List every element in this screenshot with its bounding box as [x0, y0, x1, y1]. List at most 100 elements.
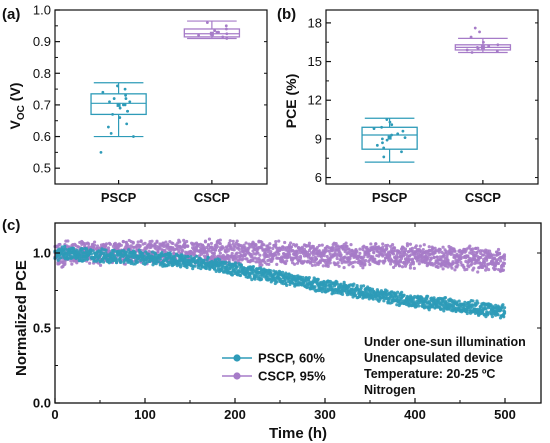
data-point	[388, 120, 392, 124]
data-point	[335, 256, 339, 261]
data-point	[251, 259, 255, 263]
data-point	[186, 254, 190, 259]
data-point	[361, 266, 365, 270]
data-point	[307, 253, 312, 257]
data-point	[400, 265, 405, 269]
data-point	[390, 243, 395, 247]
data-point	[435, 255, 439, 259]
data-point	[471, 299, 475, 303]
data-point	[143, 241, 147, 245]
data-point	[307, 275, 311, 280]
data-point	[400, 290, 404, 294]
data-point	[342, 280, 346, 284]
data-point	[102, 260, 106, 264]
panel-b-plot-frame	[325, 9, 539, 185]
data-point	[181, 249, 185, 253]
data-point	[156, 249, 160, 254]
data-point	[466, 254, 470, 258]
panel-b-x-tick-label: PSCP	[372, 190, 408, 205]
data-point	[213, 29, 217, 32]
data-point	[233, 244, 237, 248]
data-point	[422, 243, 426, 247]
data-point	[463, 300, 467, 304]
data-point	[436, 265, 440, 270]
data-point	[114, 261, 119, 265]
data-point	[63, 247, 68, 251]
data-point	[502, 306, 507, 310]
box-iqr	[90, 93, 147, 116]
data-point	[414, 244, 418, 248]
data-point	[496, 43, 500, 47]
data-point	[290, 245, 294, 249]
panel-b-x-tick-label: CSCP	[465, 190, 501, 205]
data-point	[66, 239, 70, 243]
data-point	[342, 265, 346, 270]
data-point	[421, 248, 425, 252]
data-point	[493, 267, 498, 271]
data-point	[133, 250, 137, 255]
data-point	[281, 270, 285, 274]
data-point	[218, 238, 222, 242]
data-point	[283, 240, 287, 245]
data-point	[217, 258, 222, 262]
annotation-line: Unencapsulated device	[364, 351, 503, 365]
data-point	[392, 246, 397, 250]
data-point	[173, 254, 177, 259]
data-point	[368, 262, 372, 267]
data-point	[99, 150, 103, 154]
data-point	[407, 257, 412, 261]
data-point	[353, 260, 357, 264]
data-point	[408, 242, 413, 246]
data-point	[131, 241, 135, 245]
data-point	[471, 247, 475, 251]
data-point	[178, 263, 183, 267]
data-point	[401, 129, 405, 133]
data-point	[185, 265, 189, 270]
data-point	[457, 299, 461, 303]
data-point	[355, 249, 359, 254]
panel-a-voc-boxplot: VOC (V) 0.5 0.6 0.7 0.8 0.9 1.0 PSCP CSCP	[7, 3, 268, 205]
data-point	[381, 245, 385, 249]
data-point	[274, 239, 278, 244]
data-point	[374, 242, 378, 246]
data-point	[87, 242, 91, 246]
data-point	[317, 243, 321, 248]
data-point	[395, 303, 399, 307]
data-point	[502, 315, 506, 319]
data-point	[121, 239, 125, 244]
data-point	[277, 239, 281, 243]
data-point	[244, 241, 248, 245]
data-point	[476, 270, 480, 274]
data-point	[126, 244, 130, 248]
data-point	[482, 253, 486, 257]
data-point	[412, 266, 416, 270]
data-point	[484, 307, 488, 311]
data-point	[269, 249, 273, 254]
data-point	[390, 133, 394, 137]
data-point	[246, 267, 251, 271]
data-point	[210, 33, 214, 37]
data-point	[274, 253, 278, 257]
data-point	[408, 266, 413, 270]
data-point	[100, 247, 104, 251]
data-point	[399, 298, 403, 302]
data-point	[259, 277, 264, 281]
data-point	[226, 249, 230, 253]
panel-c-annotation: Under one-sun illumination Unencapsulated…	[364, 335, 526, 397]
data-point	[164, 240, 168, 244]
data-point	[430, 305, 435, 309]
data-point	[471, 303, 475, 307]
data-point	[363, 261, 367, 266]
data-point	[136, 240, 140, 244]
data-point	[381, 141, 384, 145]
data-point	[284, 261, 288, 266]
panel-label-a: (a)	[2, 6, 20, 23]
data-point	[93, 240, 97, 244]
data-point	[358, 247, 362, 251]
data-point	[139, 258, 143, 263]
data-point	[389, 262, 393, 266]
box-iqr	[183, 28, 241, 38]
data-point	[472, 266, 476, 270]
data-point	[158, 257, 162, 261]
data-point	[358, 251, 362, 255]
